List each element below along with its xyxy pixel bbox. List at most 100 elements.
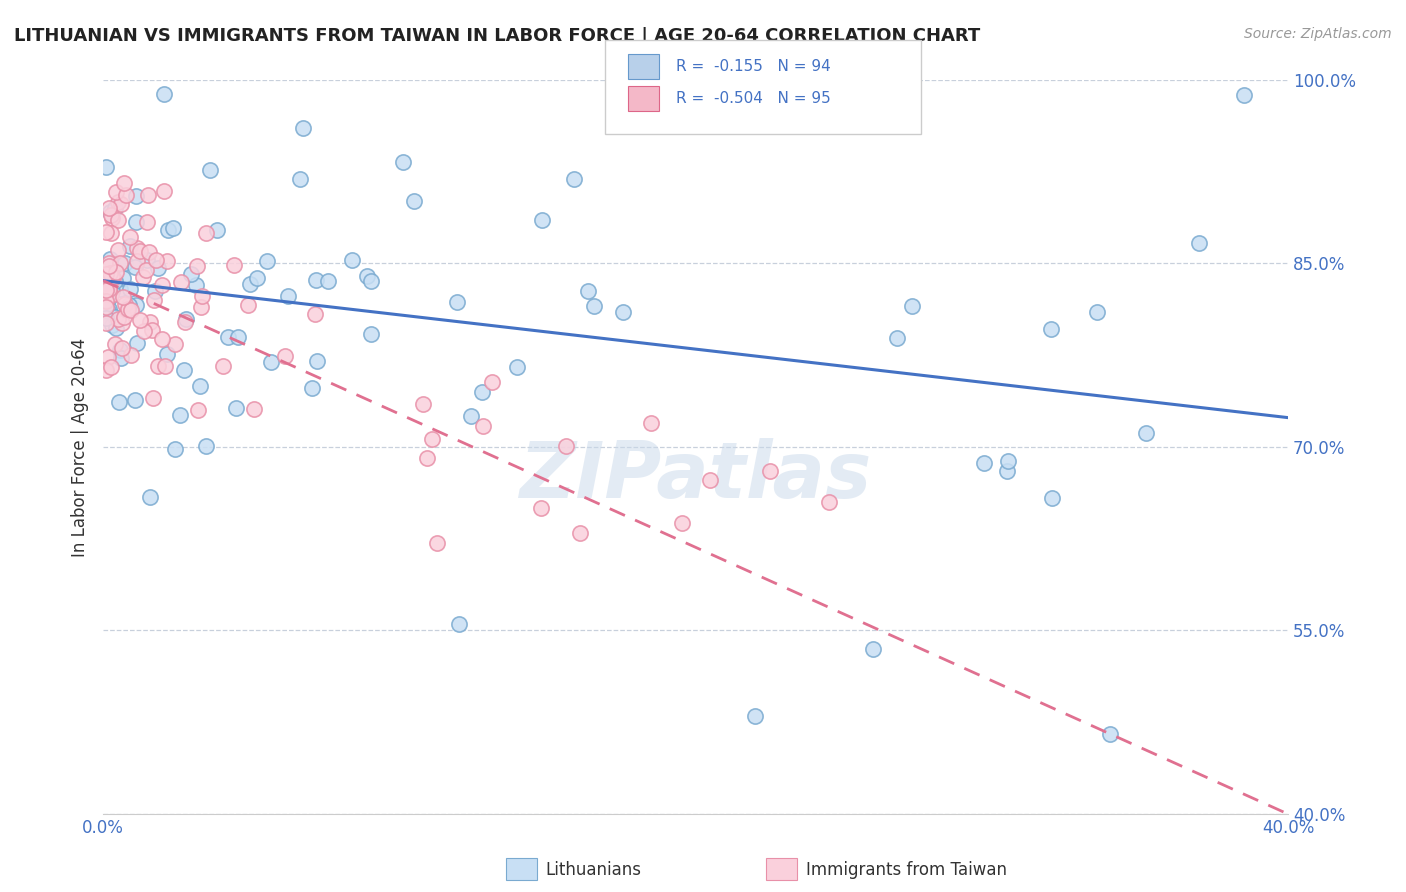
Point: [640, 416, 662, 430]
Point: [139, 315, 162, 329]
Point: [110, 351, 132, 366]
Point: [101, 284, 124, 298]
Point: [426, 536, 449, 550]
Point: [131, 269, 153, 284]
Point: [180, 267, 202, 281]
Point: [758, 465, 780, 479]
Point: [98, 252, 121, 266]
Point: [98, 282, 121, 296]
Point: [612, 304, 634, 318]
Point: [124, 260, 146, 274]
Point: [671, 516, 693, 531]
Point: [997, 454, 1019, 468]
Point: [1099, 727, 1122, 741]
Point: [356, 269, 378, 284]
Point: [108, 395, 131, 409]
Point: [576, 284, 599, 298]
Point: [243, 402, 266, 417]
Point: [94, 267, 117, 281]
Point: [100, 288, 122, 302]
Point: [402, 194, 425, 208]
Point: [412, 397, 434, 411]
Point: [173, 363, 195, 377]
Point: [995, 464, 1018, 478]
Point: [94, 277, 117, 291]
Point: [150, 278, 173, 293]
Point: [107, 213, 129, 227]
Point: [101, 211, 124, 226]
Point: [391, 154, 413, 169]
Point: [104, 274, 127, 288]
Point: [226, 329, 249, 343]
Point: [169, 408, 191, 422]
Point: [342, 253, 364, 268]
Point: [1188, 235, 1211, 250]
Point: [138, 245, 160, 260]
Point: [217, 330, 239, 344]
Point: [136, 188, 159, 202]
Point: [108, 282, 131, 296]
Point: [744, 709, 766, 723]
Point: [129, 312, 152, 326]
Point: [97, 256, 120, 270]
Point: [205, 223, 228, 237]
Point: [236, 297, 259, 311]
Point: [108, 343, 131, 357]
Point: [155, 359, 177, 374]
Point: [114, 256, 136, 270]
Point: [94, 316, 117, 330]
Point: [104, 310, 127, 324]
Point: [1040, 491, 1063, 506]
Point: [415, 450, 437, 465]
Point: [194, 226, 217, 240]
Point: [112, 176, 135, 190]
Point: [129, 244, 152, 258]
Point: [1135, 426, 1157, 441]
Point: [153, 87, 176, 101]
Point: [152, 184, 174, 198]
Point: [973, 456, 995, 470]
Point: [301, 381, 323, 395]
Point: [107, 312, 129, 326]
Point: [190, 300, 212, 314]
Point: [107, 194, 129, 209]
Point: [150, 332, 173, 346]
Point: [94, 284, 117, 298]
Point: [110, 341, 132, 355]
Point: [135, 252, 157, 267]
Point: [162, 220, 184, 235]
Point: [107, 243, 129, 257]
Point: [187, 403, 209, 417]
Point: [101, 270, 124, 285]
Point: [307, 353, 329, 368]
Point: [190, 289, 212, 303]
Point: [139, 490, 162, 504]
Point: [225, 401, 247, 415]
Point: [239, 277, 262, 291]
Point: [174, 312, 197, 326]
Point: [163, 337, 186, 351]
Point: [100, 270, 122, 285]
Point: [156, 254, 179, 268]
Point: [316, 274, 339, 288]
Point: [146, 261, 169, 276]
Point: [98, 291, 121, 305]
Point: [118, 283, 141, 297]
Point: [163, 442, 186, 456]
Point: [145, 253, 167, 268]
Point: [96, 282, 118, 296]
Point: [98, 301, 121, 316]
Point: [118, 298, 141, 312]
Point: [142, 391, 165, 405]
Point: [818, 495, 841, 509]
Point: [562, 171, 585, 186]
Point: [170, 275, 193, 289]
Point: [118, 239, 141, 253]
Point: [143, 293, 166, 308]
Point: [470, 384, 492, 399]
Text: R =  -0.155   N = 94: R = -0.155 N = 94: [676, 60, 831, 74]
Text: Lithuanians: Lithuanians: [546, 861, 641, 879]
Point: [886, 331, 908, 345]
Point: [112, 310, 135, 324]
Point: [110, 196, 132, 211]
